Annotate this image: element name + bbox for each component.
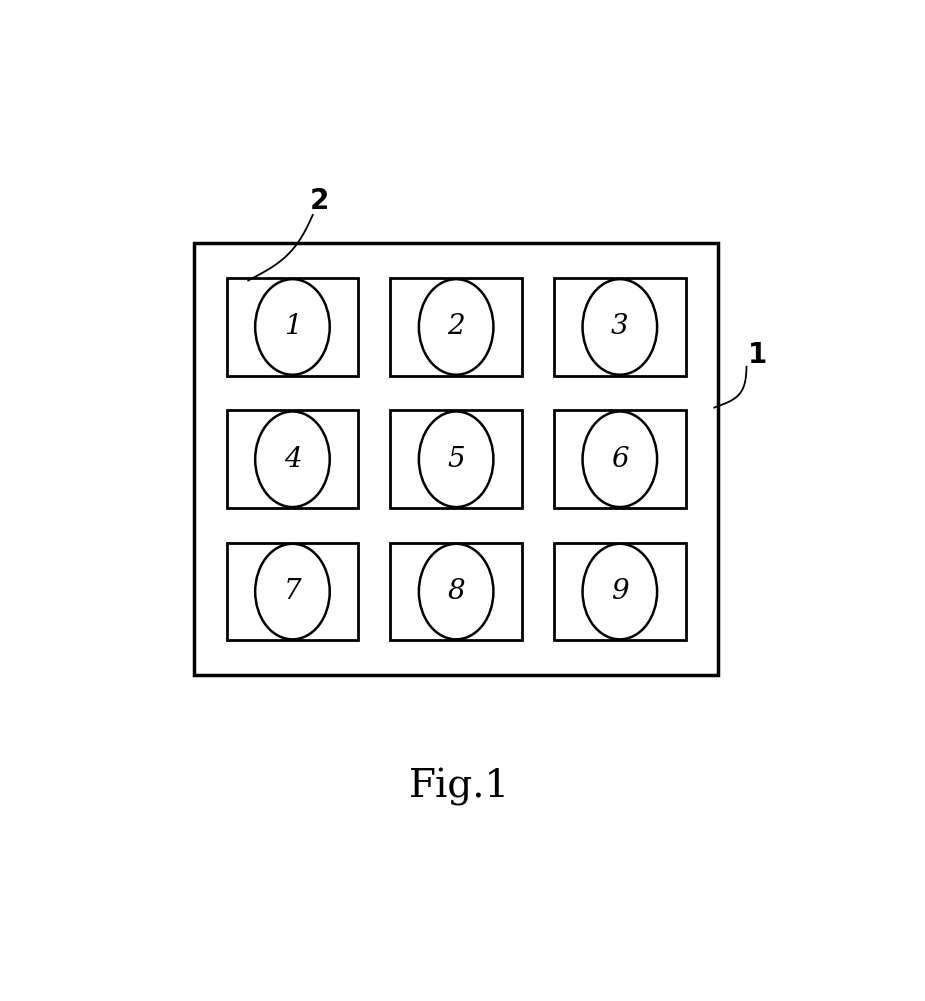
Ellipse shape	[255, 544, 329, 640]
Text: Fig.1: Fig.1	[409, 768, 511, 806]
Ellipse shape	[255, 279, 329, 374]
Ellipse shape	[583, 544, 657, 640]
Ellipse shape	[419, 279, 493, 374]
Ellipse shape	[583, 279, 657, 374]
Text: 9: 9	[611, 578, 629, 605]
Bar	[390, 278, 522, 375]
Ellipse shape	[419, 411, 493, 508]
Bar	[227, 543, 358, 641]
Text: 7: 7	[284, 578, 302, 605]
Text: 2: 2	[310, 187, 329, 215]
Bar	[554, 278, 685, 375]
Bar	[194, 243, 718, 675]
Bar	[554, 543, 685, 641]
Bar	[227, 278, 358, 375]
Text: 2: 2	[448, 313, 465, 340]
Text: 5: 5	[448, 445, 465, 472]
Ellipse shape	[419, 544, 493, 640]
Ellipse shape	[583, 411, 657, 508]
Text: 6: 6	[611, 445, 629, 472]
Bar	[227, 410, 358, 509]
Text: 8: 8	[448, 578, 465, 605]
Bar	[554, 410, 685, 509]
Text: 1: 1	[284, 313, 302, 340]
Bar	[390, 410, 522, 509]
Text: 3: 3	[611, 313, 629, 340]
Text: 4: 4	[284, 445, 302, 472]
Ellipse shape	[255, 411, 329, 508]
Text: 1: 1	[747, 341, 767, 369]
Bar	[390, 543, 522, 641]
